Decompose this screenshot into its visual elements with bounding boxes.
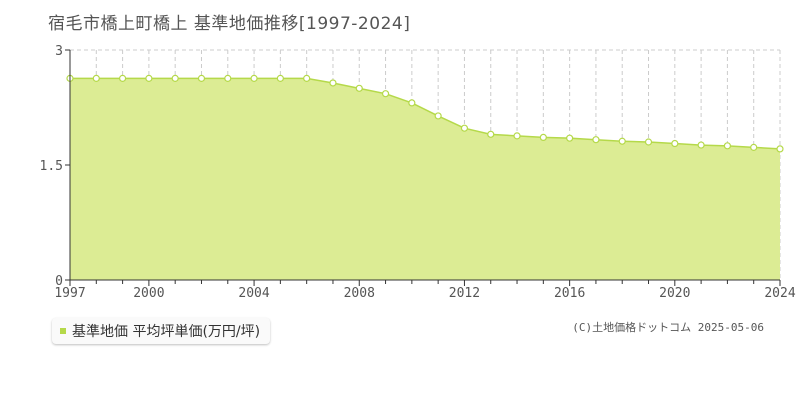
x-tick-label: 1997 xyxy=(54,286,85,301)
legend: 基準地価 平均坪単価(万円/坪) xyxy=(52,318,271,344)
x-tick-label: 2024 xyxy=(764,286,795,301)
data-point xyxy=(460,124,469,132)
data-point xyxy=(644,138,653,146)
data-points xyxy=(66,74,784,153)
data-point xyxy=(118,74,127,82)
data-point xyxy=(329,79,337,87)
y-tick-labels: 01.53 xyxy=(40,44,63,289)
x-tick-label: 2020 xyxy=(659,286,690,301)
data-point xyxy=(381,90,390,98)
data-point xyxy=(697,141,705,149)
data-point xyxy=(92,74,100,82)
x-tick-label: 2016 xyxy=(554,286,585,301)
data-point xyxy=(145,74,153,82)
data-point xyxy=(171,74,179,82)
data-point xyxy=(224,74,232,82)
data-point xyxy=(434,112,442,120)
data-point xyxy=(408,99,416,107)
data-point xyxy=(776,145,784,153)
data-point xyxy=(513,132,521,140)
x-tick-label: 2004 xyxy=(238,286,269,301)
y-tick-label: 0 xyxy=(55,274,63,289)
data-point xyxy=(723,142,732,150)
data-point xyxy=(539,133,547,141)
data-point xyxy=(750,143,758,151)
series-line xyxy=(70,77,781,150)
area-fill xyxy=(70,78,780,281)
x-tick-label: 2008 xyxy=(344,286,375,301)
x-tick-label: 2012 xyxy=(449,286,480,301)
data-point xyxy=(592,136,600,144)
data-point xyxy=(250,74,258,82)
legend-label: 基準地価 平均坪単価(万円/坪) xyxy=(72,324,261,340)
data-point xyxy=(303,74,311,82)
axes xyxy=(65,49,781,286)
copyright-text: (C)土地価格ドットコム 2025-05-06 xyxy=(572,321,764,334)
data-point xyxy=(566,134,574,142)
data-point xyxy=(618,137,626,145)
y-tick-label: 3 xyxy=(55,44,63,59)
chart-title: 宿毛市橋上町橋上 基準地価推移[1997-2024] xyxy=(48,14,411,34)
y-tick-label: 1.5 xyxy=(40,159,63,174)
data-point xyxy=(276,74,284,82)
legend-swatch xyxy=(60,328,66,334)
data-point xyxy=(355,84,363,92)
data-point xyxy=(671,139,679,148)
x-tick-label: 2000 xyxy=(133,286,164,301)
data-point xyxy=(487,130,495,138)
x-tick-labels: 1997 2000 2004 2008 2012 2016 2020 2024 xyxy=(54,286,795,301)
data-point xyxy=(197,74,206,82)
